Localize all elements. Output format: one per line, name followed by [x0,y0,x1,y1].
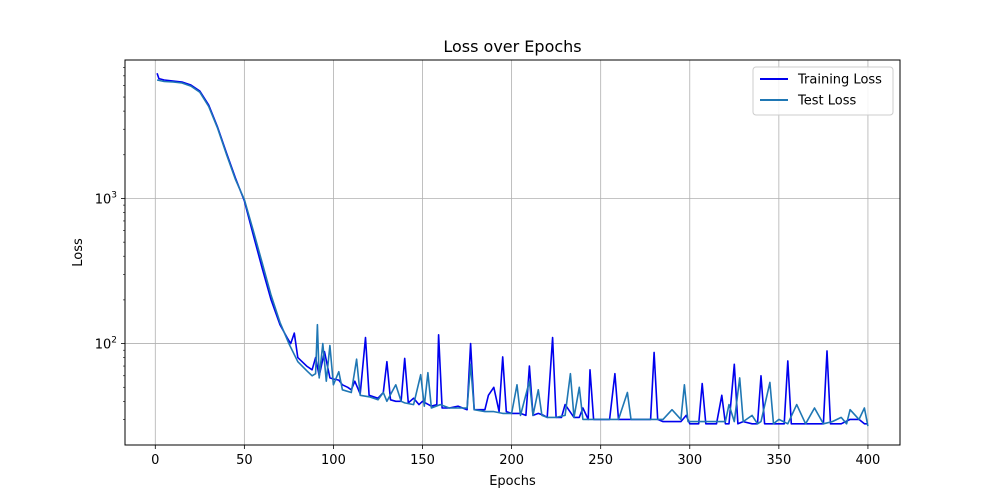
x-tick-label: 50 [236,453,253,468]
grid-lines [125,60,900,445]
legend-entry-label: Training Loss [797,73,882,88]
x-axis-label: Epochs [489,474,536,489]
y-tick-label: 103 [95,190,117,207]
legend-entry-label: Test Loss [797,94,856,109]
chart-title: Loss over Epochs [443,37,581,56]
y-axis-label: Loss [71,238,86,267]
legend: Training Loss Test Loss [752,66,894,116]
x-tick-label: 150 [410,453,435,468]
x-tick-label: 250 [588,453,613,468]
series-lines [156,72,869,427]
x-tick-label: 350 [766,453,791,468]
series-line-1 [156,79,869,427]
y-axis-ticks: 102 103 [95,67,125,420]
y-tick-label: 102 [95,336,117,353]
x-tick-label: 0 [151,453,159,468]
x-tick-label: 100 [321,453,346,468]
x-tick-label: 400 [856,453,881,468]
x-tick-label: 200 [499,453,524,468]
x-tick-label: 300 [677,453,702,468]
x-axis-ticks: 0 50 100 150 200 250 300 350 400 [151,445,880,468]
series-line-0 [156,72,868,425]
plot-frame [124,59,901,446]
